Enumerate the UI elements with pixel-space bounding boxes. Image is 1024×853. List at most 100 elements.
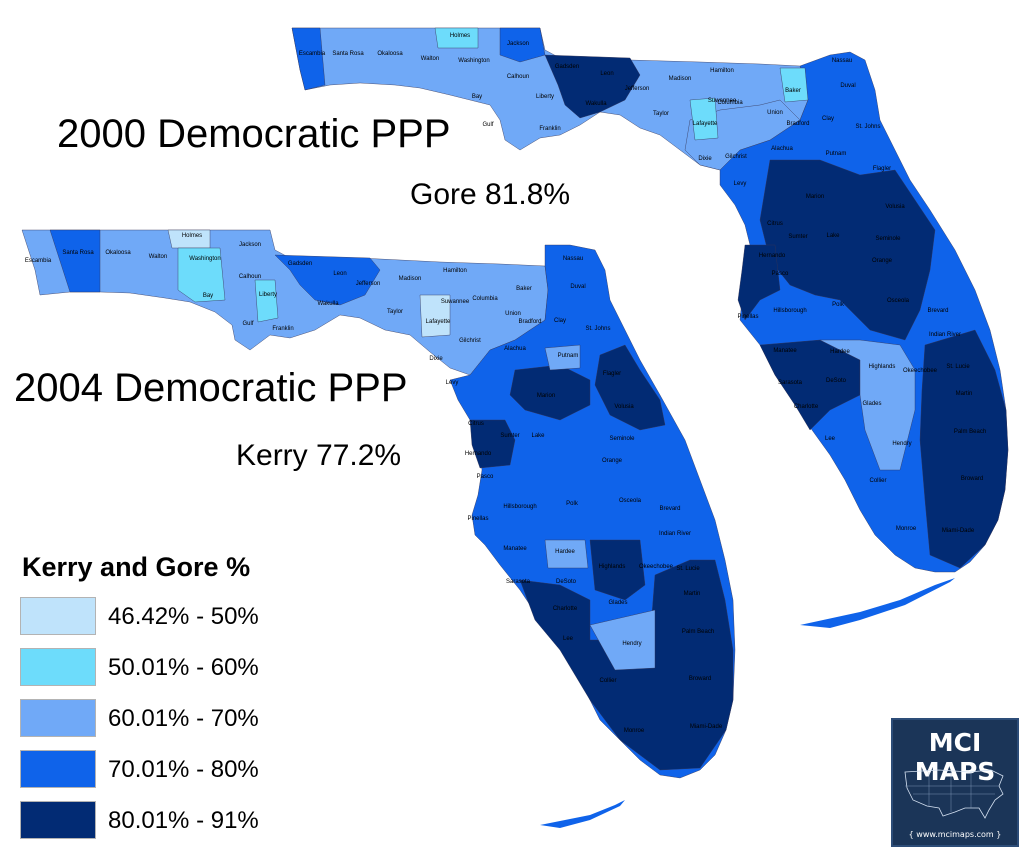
legend-swatch <box>20 699 96 737</box>
county-label: DeSoto <box>826 378 847 384</box>
county-label: Marion <box>806 194 824 200</box>
county-label: Washington <box>189 256 220 262</box>
county-label: Suwannee <box>441 299 470 305</box>
county-label: Calhoun <box>507 74 529 80</box>
county-label: Sumter <box>788 234 807 240</box>
county-label: Bradford <box>786 121 809 127</box>
county-label: Franklin <box>272 326 293 332</box>
county-label: Polk <box>566 501 579 507</box>
county-label: Escambia <box>25 258 52 264</box>
legend-item: 50.01% - 60% <box>20 648 320 688</box>
county-label: Monroe <box>896 526 917 532</box>
map-2000-dark-tampabay <box>737 244 781 321</box>
county-label: Palm Beach <box>954 429 986 435</box>
county-label: Martin <box>684 591 701 597</box>
county-label: Okaloosa <box>105 250 131 256</box>
county-label: Dixie <box>429 356 443 362</box>
county-label: Calhoun <box>239 274 261 280</box>
county-label: Sumter <box>500 433 519 439</box>
county-labels-2000: Escambia Santa Rosa Okaloosa Walton Holmes Wa… <box>299 33 986 534</box>
county-label: Hillsborough <box>503 504 536 510</box>
legend-swatch <box>20 801 96 839</box>
county-label: Pinellas <box>737 314 758 320</box>
result-2004: Kerry 77.2% <box>236 439 402 472</box>
legend-swatch <box>20 648 96 686</box>
county-label: Levy <box>734 181 747 187</box>
county-label: Miami-Dade <box>942 528 975 534</box>
county-label: Indian River <box>659 531 691 537</box>
map-2000-dark-central <box>759 159 936 341</box>
county-label: Columbia <box>472 296 498 302</box>
map-2004-cyan-liberty <box>254 279 279 323</box>
county-label: Levy <box>446 380 459 386</box>
county-label: Franklin <box>539 126 560 132</box>
county-label: Bay <box>472 94 482 100</box>
legend-swatch <box>20 750 96 788</box>
county-label: Highlands <box>599 564 626 570</box>
map-2000-dark-bigbend <box>544 54 641 119</box>
legend-label: 50.01% - 60% <box>108 654 259 681</box>
legend-item: 80.01% - 91% <box>20 801 320 841</box>
map-2004-mid-santarosa <box>49 229 101 293</box>
county-label: Walton <box>149 254 167 260</box>
county-label: Alachua <box>504 346 526 352</box>
county-label: Santa Rosa <box>62 250 94 256</box>
map-title-2004: 2004 Democratic PPP <box>14 366 408 410</box>
map-2004-light-putnam <box>544 344 581 371</box>
map-2004-cyan-washington <box>177 247 226 303</box>
county-label: Putnam <box>558 353 579 359</box>
legend-label: 46.42% - 50% <box>108 603 259 630</box>
county-labels-2004: Escambia Santa Rosa Okaloosa Walton Holmes Wa… <box>25 233 723 734</box>
county-label: Indian River <box>929 332 961 338</box>
county-label: Santa Rosa <box>332 51 364 57</box>
county-label: Glades <box>862 401 881 407</box>
county-label: Clay <box>554 318 566 324</box>
map-2004-panhandle <box>21 229 549 376</box>
county-label: Pinellas <box>467 516 488 522</box>
county-label: Baker <box>785 88 801 94</box>
map-2004 <box>21 229 736 828</box>
county-label: Duval <box>840 83 855 89</box>
county-label: Sarasota <box>778 380 803 386</box>
county-label: Hendry <box>622 641 641 647</box>
county-label: Lake <box>826 233 840 239</box>
county-label: Highlands <box>869 364 896 370</box>
legend-label: 60.01% - 70% <box>108 705 259 732</box>
county-label: Taylor <box>387 309 403 315</box>
county-label: Suwannee <box>708 98 737 104</box>
county-label: Flagler <box>873 166 891 172</box>
county-label: Seminole <box>875 236 901 242</box>
county-label: Holmes <box>182 233 202 239</box>
map-2000-cyan-lafayette <box>689 97 719 141</box>
county-label: Pasco <box>477 474 494 480</box>
county-label: Dixie <box>698 156 712 162</box>
county-label: Lee <box>825 436 836 442</box>
logo-name: MCI MAPS <box>914 728 996 786</box>
county-label: Union <box>505 311 521 317</box>
county-label: Bay <box>203 293 213 299</box>
county-label: Bradford <box>518 319 541 325</box>
map-2000-cyan-baker <box>779 67 809 103</box>
county-label: Taylor <box>653 111 669 117</box>
county-label: Seminole <box>609 436 635 442</box>
county-label: Broward <box>689 676 711 682</box>
county-label: Citrus <box>767 221 783 227</box>
county-label: Hamilton <box>443 268 467 274</box>
county-label: Marion <box>537 393 555 399</box>
county-label: Okaloosa <box>377 51 403 57</box>
county-label: Hendry <box>892 441 911 447</box>
county-label: Jackson <box>239 242 261 248</box>
legend-swatch <box>20 597 96 635</box>
county-label: Broward <box>961 476 983 482</box>
legend-item: 46.42% - 50% <box>20 597 320 637</box>
county-label: Nassau <box>832 58 852 64</box>
us-map-icon <box>904 769 1004 819</box>
county-label: Liberty <box>259 292 277 298</box>
county-label: Jefferson <box>625 86 650 92</box>
county-label: Gulf <box>482 122 493 128</box>
result-2000: Gore 81.8% <box>410 178 571 211</box>
legend-title: Kerry and Gore % <box>22 552 251 582</box>
county-label: Okeechobee <box>903 368 938 374</box>
county-label: Lafayette <box>426 319 451 325</box>
county-label: Lake <box>531 433 545 439</box>
